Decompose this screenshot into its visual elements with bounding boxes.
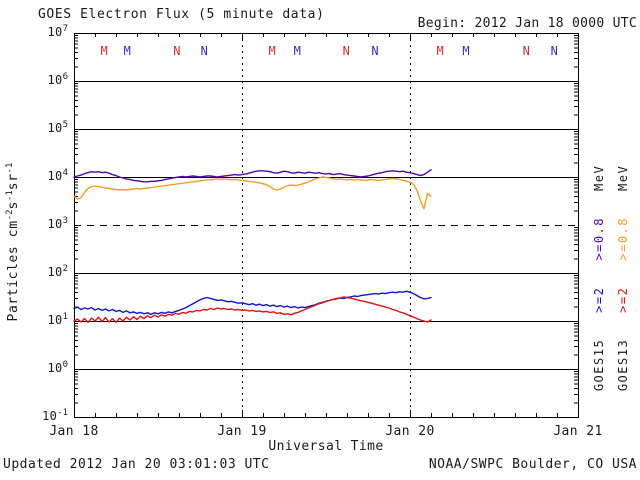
updated-timestamp: Updated 2012 Jan 20 03:01:03 UTC (3, 457, 270, 472)
data-source: NOAA/SWPC Boulder, CO USA (428, 457, 637, 472)
x-tick-label: Jan 18 (49, 424, 99, 439)
legend-goes15-name: GOES15 (592, 338, 606, 392)
noon-marker-blue: N (371, 44, 378, 58)
y-tick-label: 102 (47, 264, 68, 279)
midnight-marker-red: M (100, 44, 107, 58)
noon-marker-red: N (343, 44, 350, 58)
legend-goes13-ge08: >=0.8 (616, 217, 630, 261)
x-tick-label: Jan 19 (217, 424, 267, 439)
noon-marker-red: N (523, 44, 530, 58)
series-goes15-e2 (73, 290, 432, 315)
series-goes13-e2 (73, 296, 432, 324)
legend-goes15-ge2: >=2 (592, 286, 606, 313)
begin-timestamp: Begin: 2012 Jan 18 0000 UTC (417, 16, 637, 31)
legend-goes13-mev: MeV (616, 164, 630, 192)
midnight-marker-red: M (436, 44, 443, 58)
midnight-marker-blue: M (462, 44, 469, 58)
legend-goes13: GOES13 >=2 >=0.8 MeV (616, 165, 630, 391)
legend-goes15-ge08: >=0.8 (592, 217, 606, 261)
midnight-marker-blue: M (294, 44, 301, 58)
y-axis-label: Particles cm-2s-1sr-1 (4, 162, 22, 322)
y-tick-label: 107 (47, 24, 68, 39)
legend-goes13-name: GOES13 (616, 338, 630, 392)
y-tick-label: 103 (47, 216, 68, 231)
y-tick-label: 10-1 (42, 408, 68, 423)
y-tick-label: 100 (47, 360, 68, 375)
legend-goes15-mev: MeV (592, 164, 606, 192)
series-goes13-e08 (73, 176, 432, 210)
series-goes15-e08 (73, 169, 432, 183)
legend-goes13-ge2: >=2 (616, 286, 630, 313)
midnight-marker-red: M (268, 44, 275, 58)
y-tick-label: 101 (47, 312, 68, 327)
chart-title: GOES Electron Flux (5 minute data) (38, 7, 325, 22)
noon-marker-blue: N (551, 44, 558, 58)
noon-marker-blue: N (201, 44, 208, 58)
x-axis-label: Universal Time (268, 439, 384, 454)
y-tick-label: 106 (47, 72, 68, 87)
y-tick-label: 105 (47, 120, 68, 135)
x-tick-label: Jan 21 (553, 424, 603, 439)
midnight-marker-blue: M (124, 44, 131, 58)
y-tick-label: 104 (47, 168, 68, 183)
x-tick-label: Jan 20 (385, 424, 435, 439)
legend-goes15: GOES15 >=2 >=0.8 MeV (592, 165, 606, 391)
noon-marker-red: N (173, 44, 180, 58)
